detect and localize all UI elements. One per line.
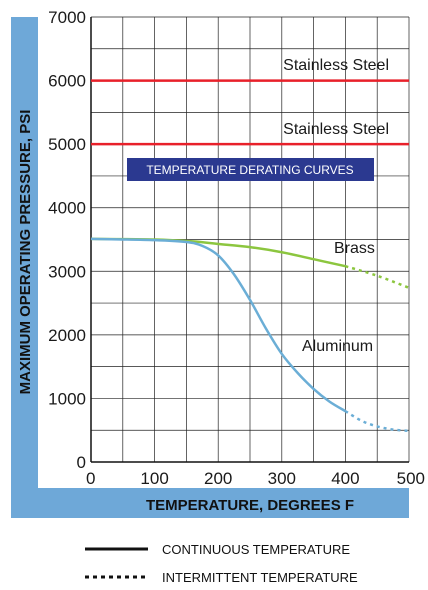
x-tick-label: 300 (268, 469, 296, 488)
plot-background (38, 17, 409, 488)
series-label-stainless-steel-6000: Stainless Steel (283, 57, 389, 74)
y-tick-label: 4000 (48, 199, 86, 218)
y-tick-label: 0 (77, 453, 86, 472)
series-label-aluminum: Aluminum (302, 338, 373, 355)
legend-label-continuous: CONTINUOUS TEMPERATURE (162, 542, 350, 557)
y-tick-label: 3000 (48, 262, 86, 281)
x-tick-label: 100 (140, 469, 168, 488)
series-line-brass-intermittent (345, 265, 410, 289)
grid (90, 16, 410, 463)
x-tick-labels: 0 100 200 300 400 500 (86, 469, 425, 488)
annotation-text: TEMPERATURE DERATING CURVES (146, 163, 353, 177)
y-tick-label: 6000 (48, 72, 86, 91)
y-tick-label: 1000 (48, 389, 86, 408)
legend: CONTINUOUS TEMPERATURE INTERMITTENT TEMP… (85, 542, 358, 585)
x-tick-label: 400 (331, 469, 359, 488)
x-axis-frame (11, 488, 409, 518)
annotation-banner (127, 158, 374, 181)
x-tick-label: 500 (397, 469, 425, 488)
y-tick-label: 2000 (48, 326, 86, 345)
y-axis-title: MAXIMUM OPERATING PRESSURE, PSI (17, 110, 34, 395)
y-tick-labels: 0 1000 2000 3000 4000 5000 6000 7000 (48, 8, 86, 472)
y-axis-frame (11, 17, 38, 517)
series-label-stainless-steel-5000: Stainless Steel (283, 121, 389, 138)
x-tick-label: 200 (204, 469, 232, 488)
y-tick-label: 5000 (48, 135, 86, 154)
series-label-brass: Brass (334, 240, 375, 257)
series-lines (90, 79, 410, 433)
y-tick-label: 7000 (48, 8, 86, 27)
legend-label-intermittent: INTERMITTENT TEMPERATURE (162, 570, 358, 585)
x-axis-title: TEMPERATURE, DEGREES F (146, 497, 354, 514)
series-line-aluminum-intermittent (344, 410, 410, 433)
x-tick-label: 0 (86, 469, 95, 488)
series-line-aluminum-continuous (90, 237, 347, 413)
